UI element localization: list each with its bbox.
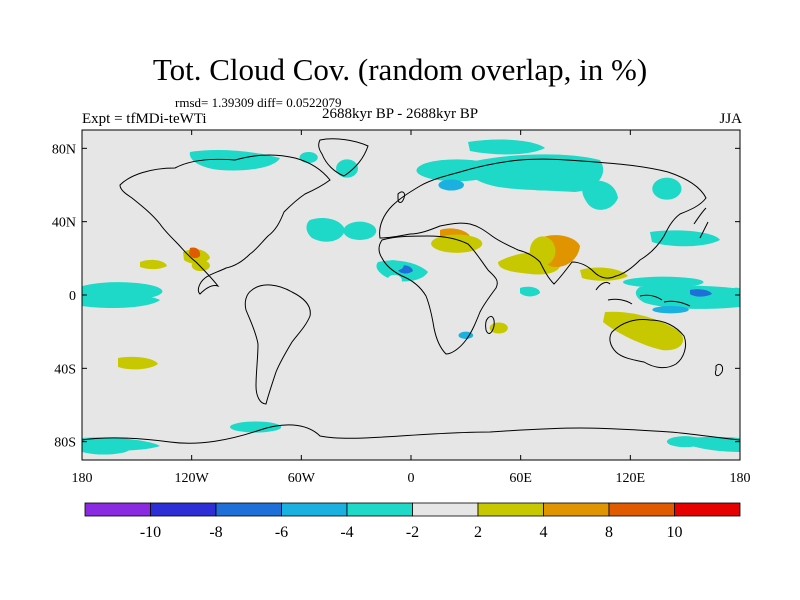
coast-greenland — [318, 138, 369, 177]
colorbar-label: -8 — [209, 524, 222, 541]
lat-tick-label: 40N — [52, 216, 76, 231]
colorbar-box — [412, 502, 479, 517]
anomaly-blob-9 — [230, 421, 282, 433]
colorbar-box — [674, 502, 741, 517]
lon-tick-label: 120W — [175, 471, 210, 486]
coast-south-america — [244, 284, 311, 405]
colorbar-box — [608, 502, 675, 517]
lon-tick-label: 120E — [616, 471, 646, 486]
coast-japan — [693, 207, 709, 239]
lat-tick-label: 80N — [52, 142, 76, 157]
anomaly-blob-11 — [666, 436, 704, 448]
colorbar-label: -6 — [275, 524, 288, 541]
coast-british-isles — [397, 191, 405, 203]
anomaly-blob-4 — [517, 172, 569, 191]
anomaly-cyan-indian-ocean — [520, 286, 540, 297]
season-label: JJA — [719, 111, 742, 127]
anomaly-cyan-arctic-top — [468, 139, 545, 155]
anomaly-blob-5 — [652, 177, 682, 200]
rmsd-diff-stats: rmsd= 1.39309 diff= 0.0522079 — [175, 95, 342, 110]
colorbar-label: -4 — [340, 524, 353, 541]
colorbar-label: -2 — [406, 524, 419, 541]
coast-madagascar — [485, 315, 495, 334]
lat-tick-label: 40S — [54, 362, 76, 377]
anomaly-blob-21 — [652, 306, 689, 314]
anomaly-blob-15 — [191, 260, 210, 272]
colorbar-box — [84, 502, 151, 517]
coast-africa — [378, 235, 498, 355]
lon-tick-label: 180 — [730, 471, 751, 486]
lon-tick-label: 0 — [408, 471, 415, 486]
anomaly-red-mexico — [189, 247, 201, 259]
lat-tick-label: 80S — [54, 436, 76, 451]
anomaly-blob-8 — [690, 300, 735, 308]
coast-indonesia — [595, 281, 691, 307]
anomaly-blob-0 — [82, 282, 163, 301]
anomaly-blob-12 — [729, 287, 740, 303]
coast-antarctica — [82, 424, 740, 444]
lon-tick-label: 180 — [72, 471, 93, 486]
anomaly-blob-7 — [336, 159, 358, 178]
chart-title: Tot. Cloud Cov. (random overlap, in %) — [152, 52, 648, 87]
longitude-ticks: 180 120W 60W 0 60E 120E 180 — [72, 130, 751, 486]
colorbar-box — [346, 502, 413, 517]
anomaly-cyan-china — [650, 230, 720, 247]
colorbar-label: -10 — [140, 524, 161, 541]
anomaly-blobs — [82, 152, 740, 455]
anomaly-blob-2 — [343, 221, 377, 240]
coast-north-america — [119, 154, 331, 295]
anomaly-yellow-south-east-pacific — [118, 356, 158, 370]
coast-europe-asia — [379, 158, 707, 285]
colorbar-label: 2 — [474, 524, 482, 541]
anomaly-blob-3 — [416, 159, 497, 182]
colorbar-box — [150, 502, 217, 517]
colorbar-box — [215, 502, 282, 517]
anomaly-blob-13 — [299, 152, 318, 163]
anomaly-blob-14 — [431, 234, 483, 253]
lon-tick-label: 60E — [509, 471, 532, 486]
period-label: 2688kyr BP - 2688kyr BP — [322, 106, 479, 122]
colorbar-label: 8 — [605, 524, 613, 541]
experiment-label: Expt = tfMDi-teWTi — [82, 111, 207, 127]
coast-australia — [609, 319, 687, 369]
anomaly-blue-pacific-east — [690, 289, 712, 297]
coastlines — [82, 138, 740, 444]
anomaly-cyan-siberia-east — [582, 180, 618, 210]
anomaly-cyan-north-atlantic — [306, 218, 345, 242]
map-background — [82, 130, 740, 460]
lon-tick-label: 60W — [288, 471, 316, 486]
anomaly-blob-17 — [529, 236, 556, 266]
anomaly-blob-19 — [458, 331, 474, 340]
anomaly-blob-16 — [489, 322, 508, 334]
anomaly-blob-18 — [387, 274, 402, 286]
anomaly-blob-1 — [82, 443, 130, 455]
lat-tick-label: 0 — [69, 289, 76, 304]
colorbar-box — [281, 502, 348, 517]
anomaly-blob-6 — [381, 260, 404, 272]
colorbar-label: 4 — [540, 524, 548, 541]
coast-new-zealand — [715, 363, 723, 377]
colorbar: -10 -8 -6 -4 -2 2 4 8 10 — [84, 502, 741, 541]
colorbar-box — [543, 502, 610, 517]
anomaly-blob-20 — [438, 179, 465, 191]
colorbar-label: 10 — [667, 524, 683, 541]
anomaly-blob-10 — [623, 276, 704, 288]
latitude-ticks: 80N 40N 0 40S 80S — [52, 142, 740, 451]
anomaly-yellow-south-pacific — [603, 311, 684, 351]
colorbar-box — [477, 502, 544, 517]
anomaly-yellow-caribbean — [140, 259, 167, 270]
anomaly-yellow-se-asia — [580, 267, 628, 281]
